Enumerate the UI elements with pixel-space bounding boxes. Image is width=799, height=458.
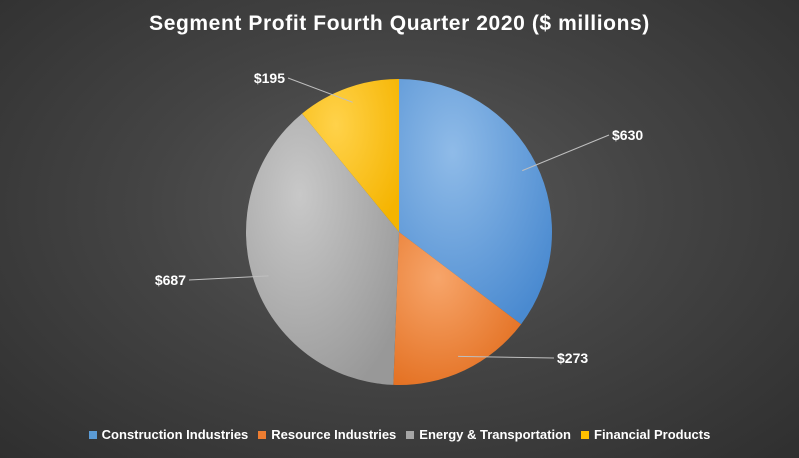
legend-swatch [406, 430, 415, 439]
chart-title: Segment Profit Fourth Quarter 2020 ($ mi… [149, 12, 650, 35]
leader-line [458, 355, 555, 359]
pie-slice-financial-products [302, 79, 399, 232]
legend: Construction Industries Resource Industr… [0, 427, 799, 442]
pie-slice-construction-industries [399, 79, 552, 325]
legend-label: Construction Industries [101, 427, 249, 442]
data-label: $273 [557, 350, 588, 366]
data-labels: $630 $273 $687 $195 [155, 70, 644, 366]
legend-item-energy-transportation: Energy & Transportation [406, 427, 571, 442]
leader-line [188, 275, 269, 281]
leader-line [287, 77, 353, 103]
data-label: $195 [254, 70, 285, 86]
data-label: $687 [155, 272, 186, 288]
legend-item-financial-products: Financial Products [581, 427, 710, 442]
legend-swatch [581, 430, 589, 439]
leader-lines [188, 77, 610, 359]
pie-slice-resource-industries [393, 232, 522, 385]
pie-slices [246, 79, 552, 385]
legend-label: Financial Products [594, 427, 711, 442]
data-label: $630 [612, 127, 643, 143]
pie-slice-energy-transportation [246, 113, 399, 385]
legend-label: Energy & Transportation [419, 427, 571, 442]
leader-line [522, 134, 610, 172]
legend-swatch [258, 430, 267, 439]
legend-item-construction-industries: Construction Industries [88, 427, 249, 442]
legend-label: Resource Industries [271, 427, 397, 442]
legend-swatch [88, 430, 97, 439]
legend-item-resource-industries: Resource Industries [258, 427, 396, 442]
